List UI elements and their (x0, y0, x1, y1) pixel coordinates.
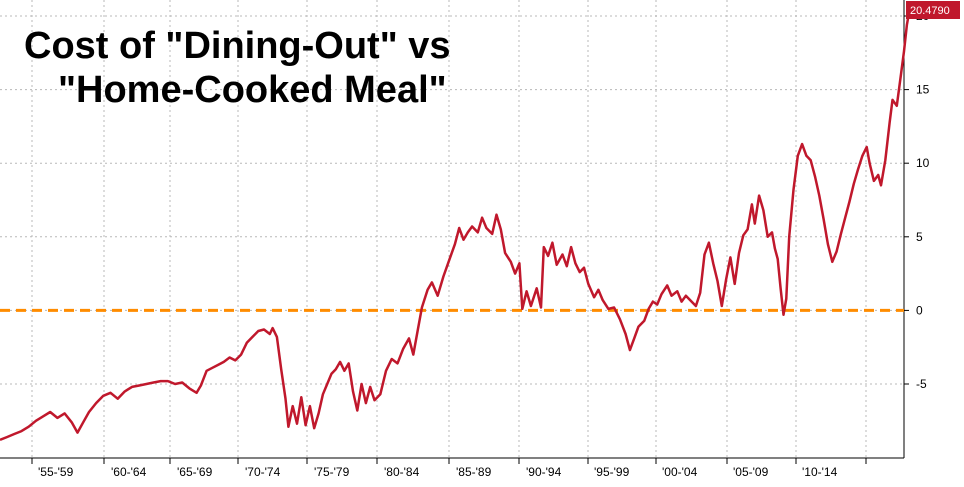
chart-title: Cost of "Dining-Out" vs (24, 25, 451, 67)
x-tick-label: '95-'99 (594, 465, 630, 479)
x-tick-label: '55-'59 (38, 465, 74, 479)
x-tick-label: '05-'09 (733, 465, 769, 479)
x-tick-label: '60-'64 (111, 465, 147, 479)
last-value-badge (906, 1, 960, 19)
axes: -505101520'55-'59'60-'64'65-'69'70-'74'7… (0, 0, 930, 479)
x-tick-label: '70-'74 (245, 465, 281, 479)
x-tick-label: '65-'69 (177, 465, 213, 479)
x-tick-label: '10-'14 (802, 465, 838, 479)
x-tick-label: '00-'04 (662, 465, 698, 479)
y-tick-label: 5 (916, 230, 923, 244)
x-tick-label: '80-'84 (384, 465, 420, 479)
labels-group: 20.4790 (906, 1, 960, 19)
y-tick-label: -5 (916, 377, 927, 391)
x-tick-label: '90-'94 (526, 465, 562, 479)
y-tick-label: 10 (916, 156, 930, 170)
chart-subtitle: "Home-Cooked Meal" (58, 69, 447, 111)
x-tick-label: '75-'79 (314, 465, 350, 479)
y-tick-label: 0 (916, 303, 923, 317)
x-tick-label: '85-'89 (456, 465, 492, 479)
series-group (0, 8, 911, 442)
last-value-label: 20.4790 (910, 5, 950, 17)
y-tick-label: 15 (916, 83, 930, 97)
series-line (0, 8, 911, 442)
